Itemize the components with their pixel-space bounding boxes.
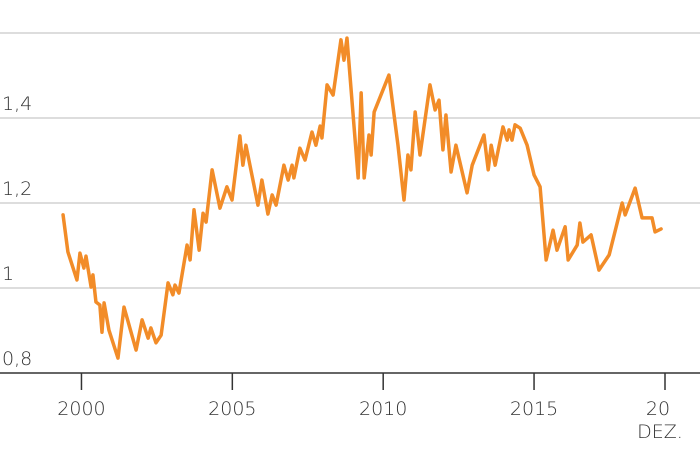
x-tick-label: 2005 — [208, 398, 256, 420]
y-tick-label: 1 — [2, 263, 14, 285]
x-tick-label: 2015 — [510, 398, 558, 420]
y-tick-label: 0,8 — [2, 348, 32, 370]
x-tick-label: 2000 — [57, 398, 105, 420]
x-tick-label: 20 — [646, 398, 670, 420]
data-line — [61, 36, 663, 360]
x-annotation: DEZ. — [637, 421, 683, 443]
y-tick-label: 1,4 — [2, 93, 32, 115]
x-tick-label: 2010 — [359, 398, 407, 420]
y-tick-label: 1,2 — [2, 178, 32, 200]
